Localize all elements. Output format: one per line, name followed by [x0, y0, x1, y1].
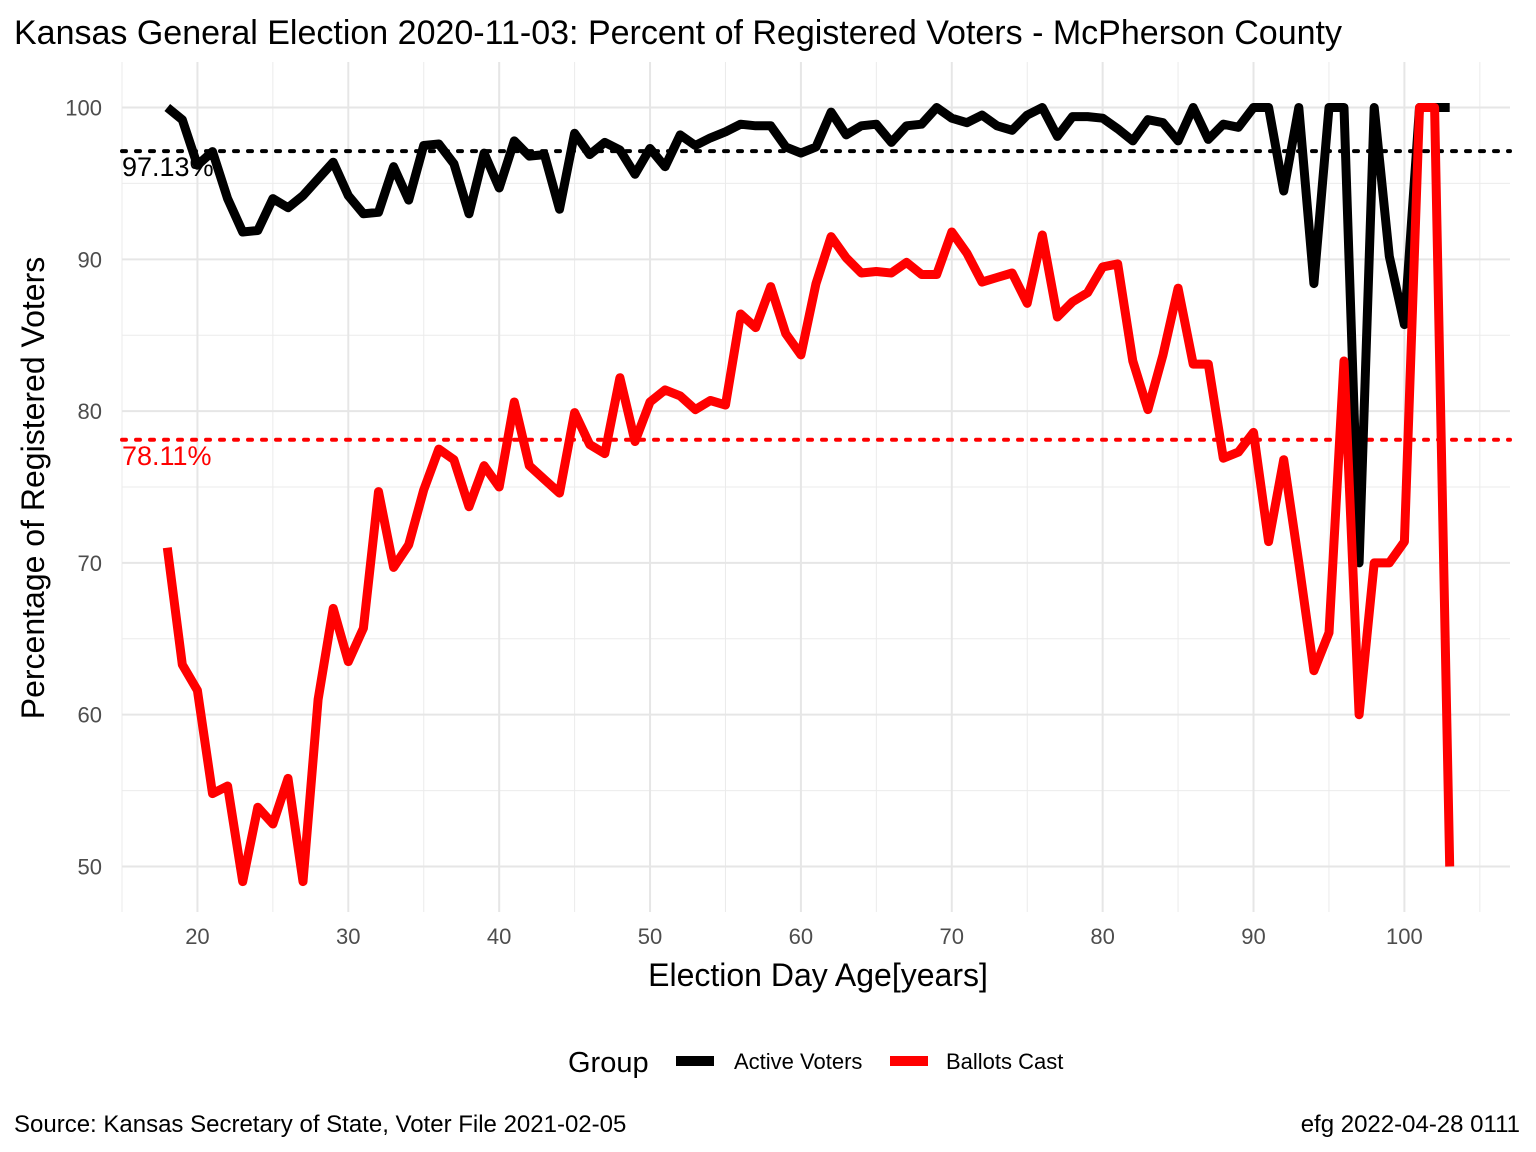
chart-title: Kansas General Election 2020-11-03: Perc…: [14, 14, 1342, 52]
x-tick-label: 60: [789, 924, 813, 949]
y-tick-label: 60: [78, 703, 102, 728]
x-axis-ticks: 20 30 40 50 60 70 80 90 100: [185, 924, 1423, 949]
x-tick-label: 70: [940, 924, 964, 949]
credit-caption: efg 2022-04-28 0111: [1301, 1111, 1520, 1138]
x-tick-label: 50: [638, 924, 662, 949]
x-tick-label: 100: [1386, 924, 1423, 949]
series-lines: [162, 103, 1455, 887]
x-axis-title: Election Day Age[years]: [648, 957, 988, 993]
y-tick-label: 50: [78, 854, 102, 879]
x-tick-label: 80: [1090, 924, 1114, 949]
y-axis-title: Percentage of Registered Voters: [15, 257, 51, 720]
y-tick-label: 100: [65, 96, 102, 121]
reference-line-label: 78.11%: [122, 441, 212, 471]
x-tick-label: 20: [185, 924, 209, 949]
legend-title: Group: [568, 1047, 649, 1079]
source-caption: Source: Kansas Secretary of State, Voter…: [14, 1111, 626, 1138]
x-tick-label: 90: [1241, 924, 1265, 949]
x-tick-label: 30: [336, 924, 360, 949]
series-line: [162, 103, 1455, 887]
reference-line-label: 97.13%: [122, 152, 214, 182]
series-line: [164, 103, 1450, 568]
y-tick-label: 70: [78, 551, 102, 576]
x-tick-label: 40: [487, 924, 511, 949]
y-axis-ticks: 50 60 70 80 90 100: [65, 96, 102, 880]
y-tick-label: 80: [78, 399, 102, 424]
reference-labels: 97.13% 78.11%: [122, 152, 214, 471]
legend-label-active-voters: Active Voters: [734, 1049, 862, 1074]
legend-label-ballots-cast: Ballots Cast: [946, 1049, 1063, 1074]
y-tick-label: 90: [78, 247, 102, 272]
legend: Group Active Voters Ballots Cast: [568, 1047, 1063, 1079]
